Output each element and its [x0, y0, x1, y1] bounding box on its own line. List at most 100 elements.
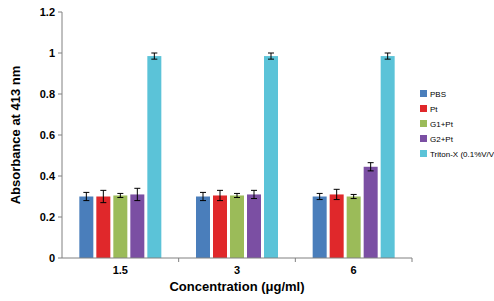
- error-stem: [370, 163, 371, 171]
- error-bar: [251, 190, 257, 198]
- legend-label: G1+Pt: [430, 120, 454, 129]
- error-cap: [268, 59, 274, 60]
- bar: [247, 194, 261, 258]
- error-cap: [217, 200, 223, 201]
- x-tick-label: 6: [351, 264, 357, 276]
- error-bar: [200, 192, 206, 200]
- error-stem: [103, 190, 104, 202]
- error-stem: [154, 53, 155, 59]
- error-stem: [353, 194, 354, 198]
- error-bar: [385, 53, 391, 59]
- error-cap: [334, 189, 340, 190]
- error-cap: [151, 59, 157, 60]
- y-tick: [58, 53, 62, 54]
- error-cap: [200, 200, 206, 201]
- error-bar: [234, 193, 240, 197]
- x-tick-label: 1.5: [113, 264, 128, 276]
- error-cap: [117, 193, 123, 194]
- y-axis: [62, 12, 63, 258]
- bar: [313, 197, 327, 259]
- error-bar: [351, 194, 357, 198]
- chart-svg: 0 0.2 0.4 0.6 0.8 1 1.2 1.5 3 6 Concentration (μg/…: [0, 0, 494, 301]
- error-bar: [268, 53, 274, 59]
- legend-label: G2+Pt: [430, 135, 454, 144]
- y-tick: [58, 12, 62, 13]
- error-stem: [387, 53, 388, 59]
- error-bar: [134, 188, 140, 200]
- error-stem: [254, 190, 255, 198]
- y-tick: [58, 94, 62, 95]
- y-tick-label: 0: [49, 252, 55, 264]
- y-tick-label: 0.2: [40, 211, 55, 223]
- y-tick: [58, 258, 62, 259]
- legend-swatch: [420, 90, 427, 97]
- error-cap: [134, 200, 140, 201]
- error-cap: [217, 190, 223, 191]
- error-stem: [237, 193, 238, 197]
- legend-label: Triton-X (0.1%V/V): [430, 150, 494, 159]
- error-cap: [251, 198, 257, 199]
- error-cap: [368, 162, 374, 163]
- error-bar: [100, 190, 106, 202]
- error-cap: [83, 192, 89, 193]
- y-tick-label: 0.4: [40, 170, 56, 182]
- y-tick-label: 0.8: [40, 88, 55, 100]
- error-cap: [200, 192, 206, 193]
- x-axis-label: Concentration (μg/ml): [169, 279, 304, 294]
- bar: [96, 197, 110, 259]
- y-tick-label: 1: [49, 47, 55, 59]
- bar: [213, 195, 227, 258]
- x-tick: [178, 258, 179, 262]
- error-cap: [368, 170, 374, 171]
- error-bar: [217, 190, 223, 200]
- error-cap: [234, 193, 240, 194]
- error-cap: [234, 197, 240, 198]
- error-cap: [100, 202, 106, 203]
- y-tick-label: 0.6: [40, 129, 55, 141]
- legend-swatch: [420, 135, 427, 142]
- legend-swatch: [420, 105, 427, 112]
- error-bar: [334, 189, 340, 199]
- chart-container: 0 0.2 0.4 0.6 0.8 1 1.2 1.5 3 6 Concentration (μg/…: [0, 0, 494, 301]
- bar: [330, 194, 344, 258]
- y-tick: [58, 135, 62, 136]
- error-cap: [351, 198, 357, 199]
- x-tick: [412, 258, 413, 262]
- bar: [79, 197, 93, 259]
- error-stem: [120, 193, 121, 197]
- error-stem: [319, 193, 320, 199]
- error-cap: [334, 199, 340, 200]
- bar: [196, 197, 210, 259]
- bar: [147, 56, 161, 258]
- error-stem: [203, 192, 204, 200]
- error-bar: [317, 193, 323, 199]
- bar: [381, 56, 395, 258]
- legend-label: Pt: [430, 105, 438, 114]
- error-cap: [151, 53, 157, 54]
- bar: [130, 194, 144, 258]
- bars: [79, 53, 394, 258]
- y-tick: [58, 176, 62, 177]
- error-stem: [336, 189, 337, 199]
- error-bar: [83, 192, 89, 200]
- error-stem: [220, 190, 221, 200]
- y-tick: [58, 217, 62, 218]
- x-tick-label: 3: [234, 264, 240, 276]
- y-axis-label: Absorbance at 413 nm: [8, 66, 23, 205]
- error-bar: [151, 53, 157, 59]
- y-tick-label: 1.2: [40, 6, 55, 18]
- x-axis: [62, 258, 412, 259]
- error-cap: [317, 193, 323, 194]
- error-cap: [385, 59, 391, 60]
- error-cap: [134, 188, 140, 189]
- error-cap: [117, 197, 123, 198]
- error-cap: [317, 199, 323, 200]
- legend-swatch: [420, 150, 427, 157]
- error-cap: [268, 53, 274, 54]
- error-cap: [83, 200, 89, 201]
- error-bar: [368, 163, 374, 171]
- legend: PBSPtG1+PtG2+PtTriton-X (0.1%V/V): [420, 90, 494, 159]
- error-cap: [100, 190, 106, 191]
- bar: [230, 195, 244, 258]
- error-bar: [117, 193, 123, 197]
